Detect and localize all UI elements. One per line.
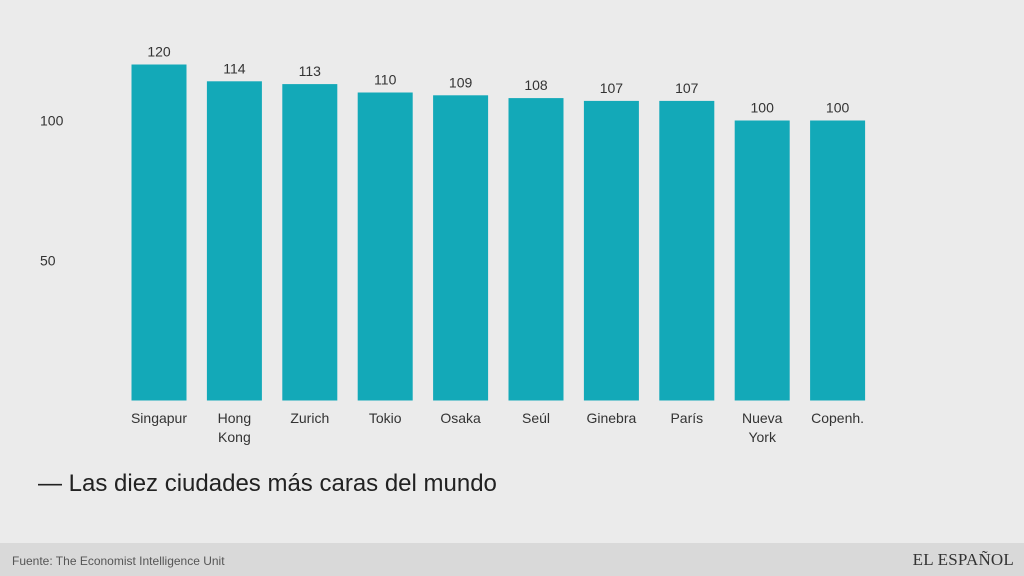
data-label: 100 — [751, 100, 775, 116]
x-tick-label: Ginebra — [586, 410, 636, 426]
data-label: 108 — [524, 77, 548, 93]
bar — [282, 84, 338, 401]
x-tick-label: París — [670, 410, 703, 426]
x-tick-label: Kong — [218, 429, 251, 445]
data-label: 107 — [675, 80, 699, 96]
bar — [810, 120, 866, 401]
data-label: 114 — [223, 60, 246, 76]
chart-title: — Las diez ciudades más caras del mundo — [38, 470, 497, 497]
bar — [131, 64, 187, 401]
y-tick-label: 100 — [40, 113, 64, 129]
x-tick-label: Singapur — [131, 410, 187, 426]
bar — [734, 120, 790, 401]
bar — [357, 92, 413, 401]
source-text: Fuente: The Economist Intelligence Unit — [12, 554, 225, 568]
data-label: 113 — [299, 63, 322, 79]
bar — [433, 95, 489, 401]
x-tick-label: Zurich — [290, 410, 329, 426]
x-tick-label: Tokio — [369, 410, 402, 426]
data-label: 100 — [826, 100, 850, 116]
x-tick-label: Hong — [218, 410, 251, 426]
bar — [659, 100, 715, 401]
bar-chart: 50 100 120 Singapur 114 Hong Kong 113 Zurich 110 T… — [40, 44, 866, 445]
bar — [508, 98, 564, 401]
data-label: 120 — [147, 44, 171, 60]
brand-logo: EL ESPAÑOL — [912, 550, 1014, 569]
data-label: 109 — [449, 74, 473, 90]
x-tick-label: York — [748, 429, 777, 445]
bar — [583, 100, 639, 401]
bar — [206, 81, 262, 401]
x-tick-label: Copenh. — [811, 410, 864, 426]
x-tick-label: Nueva — [742, 410, 783, 426]
footer-bar: Fuente: The Economist Intelligence Unit … — [0, 543, 1024, 576]
x-tick-label: Osaka — [440, 410, 481, 426]
x-tick-label: Seúl — [522, 410, 550, 426]
data-label: 107 — [600, 80, 624, 96]
data-label: 110 — [374, 72, 397, 88]
y-tick-label: 50 — [40, 253, 56, 269]
